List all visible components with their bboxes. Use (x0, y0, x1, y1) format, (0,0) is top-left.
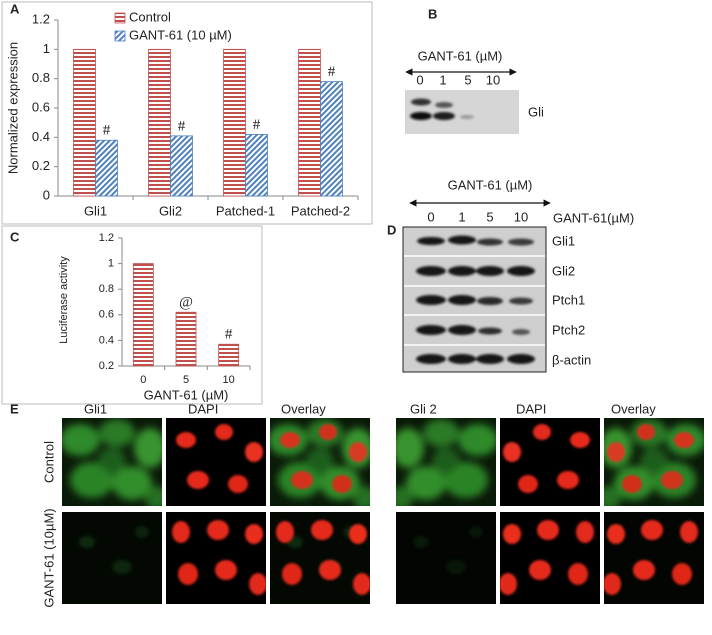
chart-frame (1, 225, 263, 405)
band-label: Ptch2 (552, 322, 585, 337)
x-axis-title: GANT-61 (µM) (144, 387, 229, 402)
column-label: Gli1 (84, 401, 107, 416)
row-label: Control (41, 441, 56, 483)
micrograph (270, 418, 370, 506)
row-label: GANT-61 (10µM) (41, 508, 56, 607)
y-tick-label: 0.2 (32, 158, 50, 173)
treatment-label: GANT-61 (µM) (418, 48, 503, 63)
significance-marker: # (178, 118, 186, 134)
significance-marker: # (253, 117, 261, 133)
panel-label: B (428, 6, 437, 21)
column-label: DAPI (516, 401, 546, 416)
micrograph (500, 512, 600, 604)
panel-label: D (387, 222, 396, 237)
panel-label: A (10, 1, 20, 16)
chart: 0 0.2 0.4 0.6 0.8 1 1.2 Gli1 # Gli2 # Patched-1 # Pat… (1, 1, 373, 225)
lane-label: 10 (486, 72, 500, 87)
band-label: Gli2 (552, 263, 575, 278)
bar (175, 311, 197, 367)
micrograph (396, 512, 496, 604)
panel-b: B GANT-61 (µM) 0 1 5 10 Gli (405, 6, 544, 134)
y-tick-label: 0.6 (99, 309, 114, 321)
bands (416, 235, 535, 364)
column-label: Overlay (281, 401, 326, 416)
band-label: Ptch1 (552, 292, 585, 307)
lane-label: 0 (416, 72, 423, 87)
micrograph (500, 418, 600, 506)
chart-frame (1, 1, 373, 225)
micrograph (62, 418, 162, 506)
significance-marker: @ (179, 295, 193, 311)
bar (132, 263, 154, 367)
micrograph (270, 512, 370, 604)
lane-label: 10 (514, 209, 528, 224)
y-tick-label: 1 (108, 258, 114, 270)
band-label: Gli1 (552, 233, 575, 248)
significance-marker: # (328, 64, 336, 80)
treatment-label: GANT-61 (µM) (448, 177, 533, 192)
y-tick-label: 0.6 (32, 99, 50, 114)
y-tick-label: 0.4 (99, 334, 114, 346)
bar (170, 135, 193, 197)
micrograph (604, 512, 704, 604)
bar (218, 343, 240, 367)
y-tick-label: 1.2 (32, 11, 50, 26)
y-tick-label: 0.2 (99, 360, 114, 372)
bar (95, 139, 118, 197)
bar (298, 48, 321, 197)
micrograph (604, 418, 704, 506)
x-tick-label: Patched-1 (216, 203, 275, 218)
micrograph (166, 418, 266, 506)
significance-marker: # (103, 123, 111, 139)
legend-label: Control (129, 9, 171, 24)
y-tick-label: 0.8 (32, 70, 50, 85)
y-tick-label: 1.2 (99, 232, 114, 244)
lane-label: 0 (427, 209, 434, 224)
bar (245, 133, 268, 197)
y-tick-label: 1 (43, 41, 50, 56)
blot-separators (404, 255, 545, 346)
bar (148, 48, 171, 197)
lane-label: 1 (458, 209, 465, 224)
lane-label: 5 (464, 72, 471, 87)
legend-label: GANT-61 (10 µM) (129, 27, 232, 42)
x-tick-label: 10 (223, 374, 235, 386)
x-tick-label: 5 (183, 374, 189, 386)
y-axis-title: Luciferase activity (58, 256, 70, 344)
y-tick-label: 0.8 (99, 283, 114, 295)
bar (73, 48, 96, 197)
lane-axis-label: GANT-61(µM) (553, 210, 634, 225)
column-label: Overlay (611, 401, 656, 416)
y-tick-label: 0.4 (32, 129, 50, 144)
panel-label: C (10, 229, 20, 244)
band-label: β-actin (552, 352, 591, 367)
micrograph (396, 418, 496, 506)
panel-label: E (10, 401, 19, 416)
blot (405, 90, 519, 134)
x-tick-label: 0 (140, 374, 146, 386)
legend-swatch (114, 30, 126, 42)
micrograph (62, 512, 162, 604)
column-label: DAPI (188, 401, 218, 416)
panel-d: GANT-61 (µM) 0 1 5 10 GANT-61(µM) D Gli1… (387, 177, 634, 373)
significance-marker: # (225, 327, 233, 343)
bar (223, 48, 246, 197)
band-label: Gli (528, 104, 544, 119)
panel-e: E Gli1 DAPI Overlay Gli 2 DAPI Overlay C… (10, 401, 704, 608)
x-tick-label: Gli2 (159, 203, 182, 218)
bands (410, 98, 474, 120)
legend-swatch (114, 12, 126, 24)
column-label: Gli 2 (410, 401, 437, 416)
y-tick-label: 0 (43, 187, 50, 202)
micrograph (166, 512, 266, 604)
lane-label: 1 (439, 72, 446, 87)
lane-label: 5 (486, 209, 493, 224)
chart: 0.2 0.4 0.6 0.8 1 1.2 0 5 @10 # Luciferase activit… (1, 225, 263, 405)
x-tick-label: Patched-2 (291, 203, 350, 218)
x-tick-label: Gli1 (84, 203, 107, 218)
y-axis-title: Normalized expression (5, 42, 20, 174)
bar (320, 81, 343, 197)
